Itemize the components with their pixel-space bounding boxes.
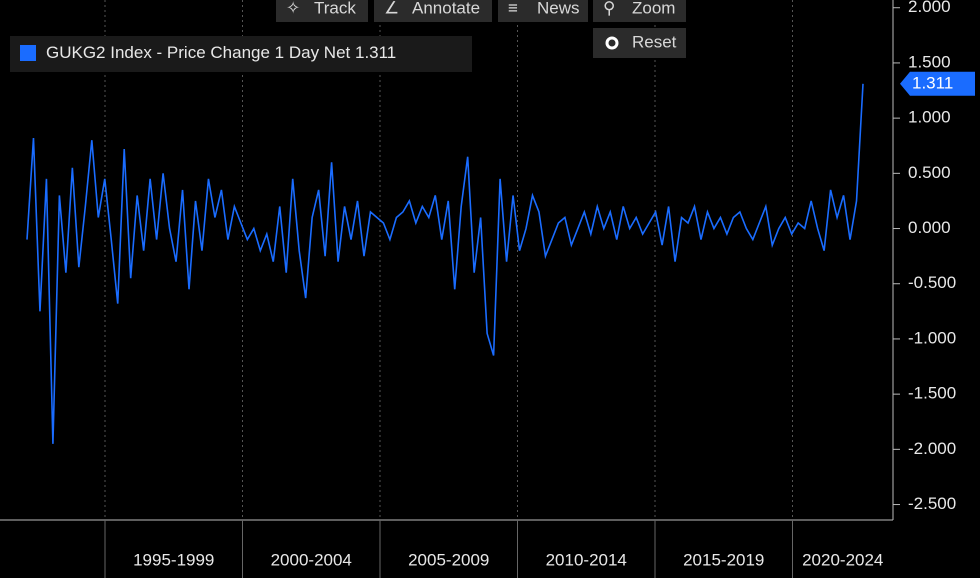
track-button[interactable]: ✧ Track	[276, 0, 368, 22]
button-icon: ⚲	[603, 0, 615, 17]
button-label: Annotate	[412, 0, 480, 17]
news-button[interactable]: ≡ News	[498, 0, 588, 22]
x-tick-label: 2010-2014	[546, 550, 627, 569]
data-line	[26, 83, 864, 444]
button-bg	[374, 0, 492, 22]
x-tick-label: 2020-2024	[802, 550, 883, 569]
button-label: Zoom	[632, 0, 675, 17]
button-bg	[498, 0, 588, 22]
button-label: News	[537, 0, 580, 17]
legend-label: GUKG2 Index - Price Change 1 Day Net 1.3…	[46, 43, 396, 62]
y-tick-label: -1.000	[908, 328, 956, 347]
annotate-button[interactable]: ∠ Annotate	[374, 0, 492, 22]
x-tick-label: 2000-2004	[271, 550, 352, 569]
x-tick-label: 2005-2009	[408, 550, 489, 569]
legend-name: GUKG2 Index - Price Change 1 Day Net	[46, 43, 351, 62]
y-tick-label: -2.000	[908, 439, 956, 458]
zoom-button[interactable]: ⚲ Zoom	[593, 0, 686, 22]
button-label: Reset	[632, 32, 677, 51]
y-tick-label: 0.500	[908, 163, 951, 182]
axes: 2.000 1.500 1.000 0.500 0.000 -0.500 -1.000 -1.…	[104, 0, 975, 578]
legend: GUKG2 Index - Price Change 1 Day Net 1.3…	[10, 36, 472, 72]
button-icon: ∠	[384, 0, 399, 17]
last-value-label: 1.311	[912, 73, 953, 92]
button-bg	[593, 0, 686, 22]
plot	[26, 83, 864, 444]
y-tick-label: -1.500	[908, 384, 956, 403]
x-tick-label: 2015-2019	[683, 550, 764, 569]
x-tick-label: 1995-1999	[133, 550, 214, 569]
button-icon: ✧	[286, 0, 300, 17]
y-tick-label: -0.500	[908, 273, 956, 292]
last-value-tag	[900, 71, 975, 96]
legend-swatch	[20, 45, 36, 61]
legend-last-value: 1.311	[355, 43, 396, 62]
y-tick-label: 1.000	[908, 108, 951, 127]
button-bg	[276, 0, 368, 22]
y-tick-label: 0.000	[908, 218, 951, 237]
y-tick-label: -2.500	[908, 494, 956, 513]
y-tick-label: 1.500	[908, 52, 951, 71]
grid	[104, 0, 793, 520]
button-icon	[605, 36, 619, 50]
button-icon: ≡	[508, 0, 518, 17]
button-label: Track	[314, 0, 356, 17]
legend-box	[10, 36, 472, 72]
y-tick-label: 2.000	[908, 0, 951, 16]
reset-button[interactable]: Reset	[593, 28, 686, 58]
